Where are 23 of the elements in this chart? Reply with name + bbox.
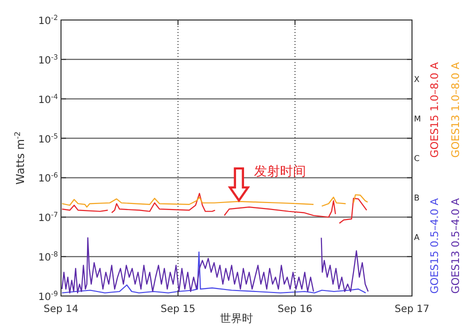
text: GOES13 1.0–8.0 A bbox=[450, 61, 462, 158]
text: GOES13 0.5–4.0 A bbox=[450, 197, 462, 294]
y-tick-label: 10$^{-3}$ bbox=[38, 53, 58, 66]
y-tick-label: 10$^{-8}$ bbox=[38, 250, 58, 264]
text: M bbox=[414, 114, 421, 124]
text: A bbox=[414, 232, 420, 242]
x-tick-label: Sep 15 bbox=[160, 304, 196, 315]
x-tick-label: Sep 16 bbox=[278, 304, 312, 315]
text: C bbox=[414, 154, 420, 163]
y-tick-label: 10$^{-9}$ bbox=[38, 290, 58, 303]
y-tick-label: 10$^{-7}$ bbox=[38, 211, 58, 224]
y-tick-label: 10$^{-5}$ bbox=[38, 132, 58, 146]
text: GOES15 0.5–4.0 A bbox=[429, 197, 441, 294]
x-tick-label: Sep 17 bbox=[394, 304, 430, 315]
y-tick-label: 10$^{-4}$ bbox=[38, 92, 59, 106]
text: X bbox=[414, 75, 420, 84]
y-tick-label: 10$^{-6}$ bbox=[38, 172, 59, 185]
x-axis-title: 世界时 bbox=[220, 312, 253, 325]
x-tick-label: Sep 14 bbox=[44, 304, 78, 315]
text: GOES15 1.0–8.0 A bbox=[429, 61, 441, 158]
y-tick-label: 10$^{-2}$ bbox=[38, 14, 58, 27]
annotation: 发射时间 bbox=[254, 164, 306, 180]
text: B bbox=[414, 193, 420, 202]
